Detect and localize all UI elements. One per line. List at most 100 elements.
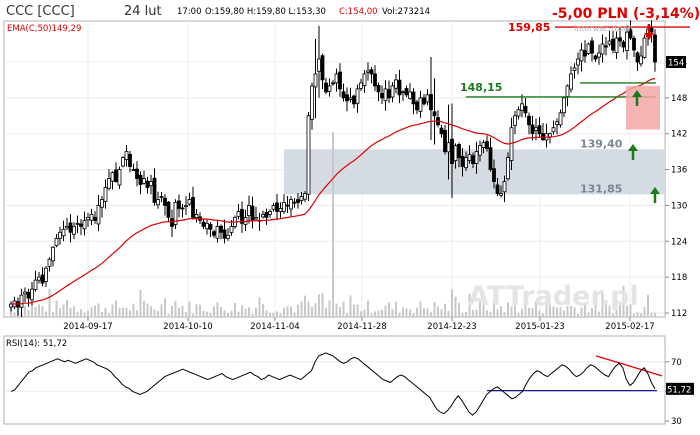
candle-body — [184, 205, 188, 208]
header-close: C:154,00 — [339, 7, 378, 17]
candle-body — [145, 180, 150, 188]
candle-body — [282, 202, 286, 212]
candle-body — [474, 151, 479, 164]
candle-body — [72, 225, 76, 235]
volume-bar — [405, 308, 408, 317]
volume-bar — [549, 302, 551, 317]
volume-bar — [472, 310, 474, 317]
candle-body — [383, 88, 388, 102]
volume-bar — [31, 304, 33, 317]
volume-bar — [150, 306, 152, 317]
candle-body — [250, 205, 255, 221]
candle-body — [103, 187, 108, 202]
candle-body — [68, 222, 73, 233]
candle-body — [30, 288, 34, 301]
volume-bar — [318, 294, 320, 317]
volume-bar — [647, 294, 649, 317]
rsi-last-label: 51,72 — [667, 385, 691, 395]
volume-bar — [374, 311, 376, 317]
date-tick-label: 2014-11-04 — [250, 322, 299, 332]
volume-bar — [227, 313, 229, 317]
candle-body — [520, 103, 524, 111]
candle-body — [625, 31, 629, 51]
volume-bar — [503, 312, 506, 317]
volume-bar — [619, 305, 621, 317]
candle-body — [369, 69, 374, 75]
candle-body — [607, 40, 612, 45]
volume-bar — [185, 312, 187, 317]
volume-bar — [269, 312, 271, 317]
candle-body — [537, 125, 542, 135]
volume-bar — [447, 310, 450, 317]
candle-body — [82, 219, 87, 230]
volume-bar — [118, 307, 121, 317]
volume-bar — [132, 303, 135, 317]
volume-bar — [591, 307, 593, 317]
volume-bar — [97, 303, 100, 317]
candle-body — [51, 246, 55, 262]
candle-body — [166, 201, 171, 218]
candle-body — [341, 91, 346, 99]
candle-body — [453, 145, 458, 162]
candle-body — [135, 168, 139, 179]
volume-bar — [164, 298, 166, 317]
candle-body — [429, 94, 433, 111]
candle-body — [443, 130, 447, 153]
support-label: 148,15 — [460, 81, 502, 94]
volume-bar — [87, 310, 89, 317]
price-tick-label: 118 — [671, 273, 687, 283]
candle-body — [75, 222, 80, 225]
volume-bar — [129, 310, 131, 317]
volume-bar — [62, 304, 65, 317]
candle-body — [397, 79, 402, 96]
rsi-annotations: 51,72 — [487, 355, 694, 395]
candle-body — [534, 127, 538, 131]
volume-bar — [363, 309, 366, 317]
candle-body — [597, 52, 601, 58]
candle-body — [331, 82, 335, 85]
candle-body — [254, 216, 258, 220]
volume-bar — [395, 301, 397, 317]
volume-bar — [430, 312, 432, 317]
candle-body — [387, 89, 391, 99]
candle-body — [306, 115, 311, 195]
date-tick-label: 2014-09-17 — [63, 322, 112, 332]
candle-body — [432, 111, 437, 117]
volume-bar — [328, 300, 331, 317]
candle-body — [313, 73, 318, 88]
volume-bar — [101, 312, 103, 317]
candle-body — [23, 291, 27, 295]
volume-bar — [192, 313, 194, 317]
date-tick-label: 2014-11-28 — [337, 322, 386, 332]
volume-bar — [388, 302, 390, 317]
volume-bar — [146, 303, 149, 317]
volume-bar — [234, 302, 236, 317]
candle-body — [632, 37, 636, 51]
candle-body — [418, 97, 423, 112]
candle-body — [450, 138, 454, 164]
volume-bar — [496, 309, 499, 317]
resistance-label: 159,85 — [508, 21, 550, 34]
volume-bar — [73, 306, 75, 317]
candle-body — [26, 291, 31, 299]
volume-bar — [367, 300, 369, 317]
volume-bar — [398, 312, 401, 317]
candle-body — [310, 85, 314, 120]
volume-bar — [293, 312, 296, 317]
candle-body — [117, 169, 122, 186]
volume-bar — [521, 308, 523, 317]
volume-bar — [276, 311, 278, 317]
date-axis: 2014-09-17 2014-10-10 2014-11-04 2014-11-28… — [63, 317, 655, 332]
candle-body — [320, 55, 325, 81]
candle-body — [373, 73, 377, 87]
candle-body — [240, 208, 244, 224]
candle-body — [33, 279, 38, 290]
candle-body — [530, 124, 535, 135]
volume-bar — [342, 301, 345, 317]
candle-body — [89, 213, 94, 221]
candle-body — [541, 133, 545, 141]
price-tick-label: 124 — [671, 237, 687, 247]
candle-body — [121, 157, 125, 167]
candle-body — [586, 43, 591, 54]
volume-bar — [402, 307, 404, 317]
